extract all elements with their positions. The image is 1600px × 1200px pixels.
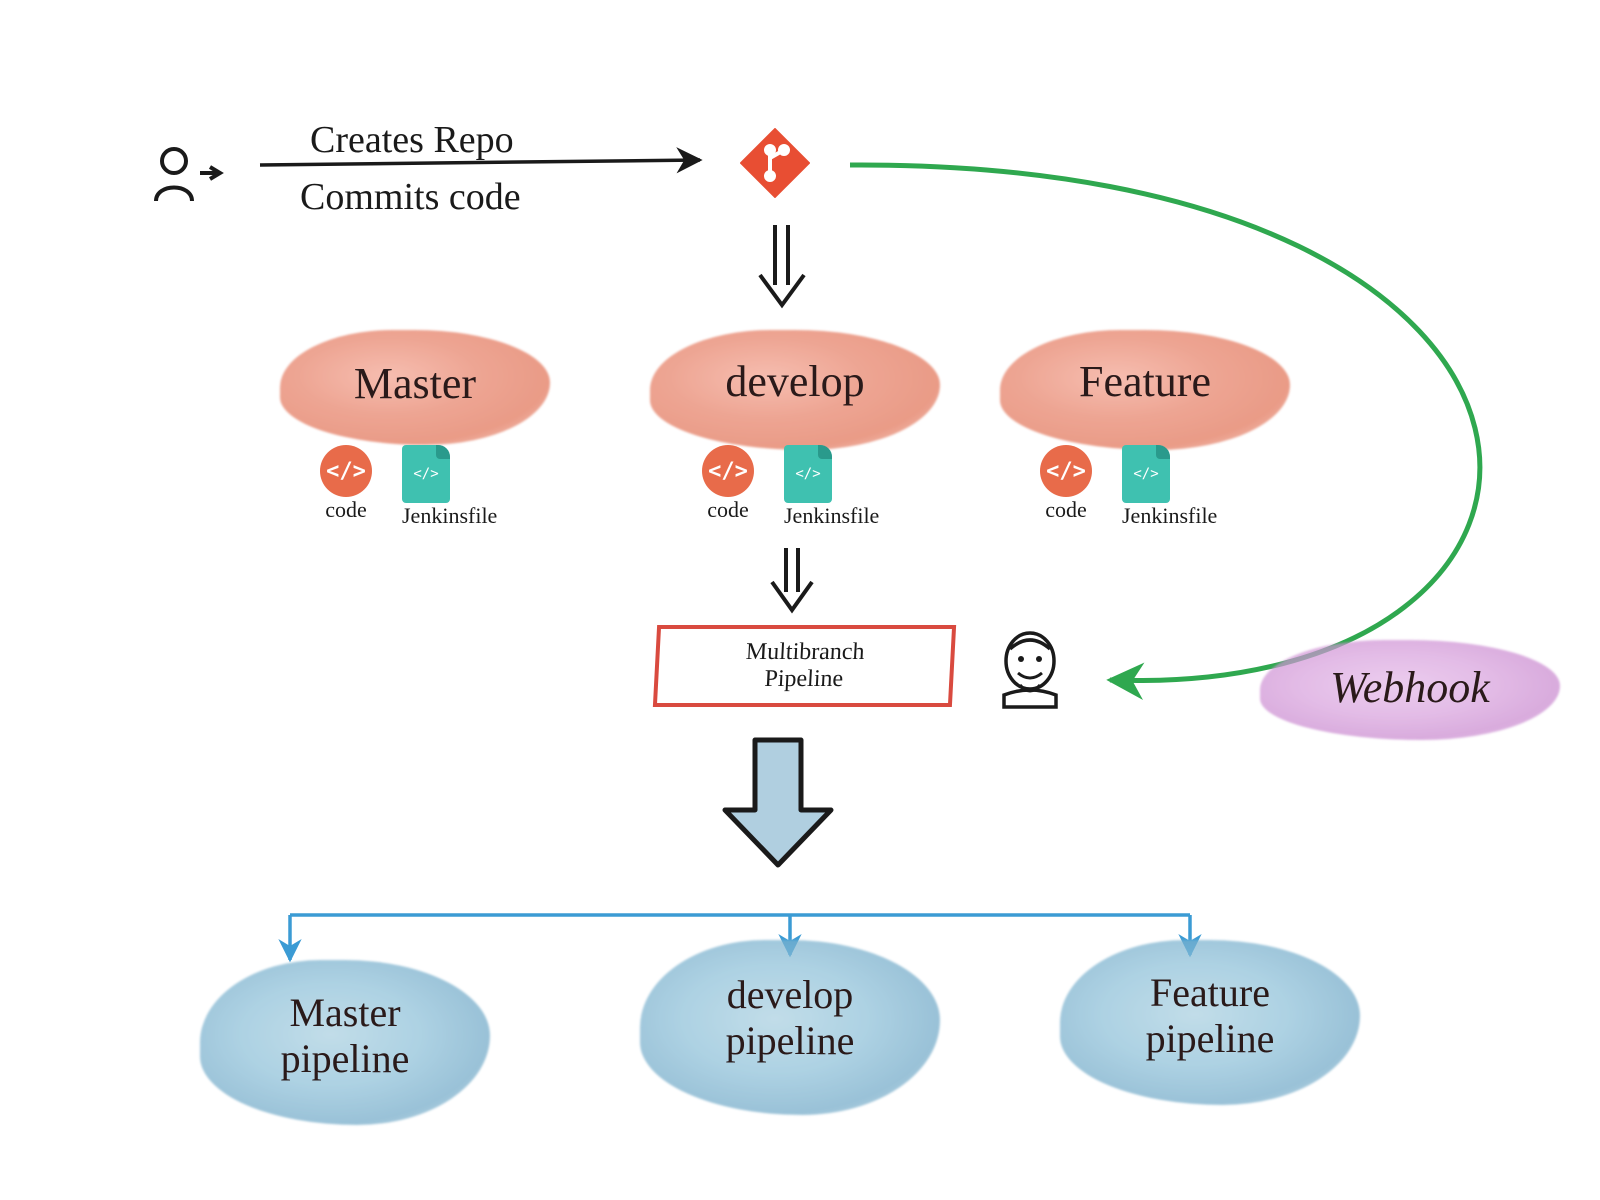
branch-cloud-develop: develop (650, 330, 940, 450)
jenkinsfile-icon: </> (784, 445, 832, 503)
big-arrow-down (725, 740, 831, 865)
branch-icons-master: </> code </> Jenkinsfile (320, 445, 497, 529)
code-icon: </> (702, 445, 754, 497)
edge-label-top: Creates Repo (310, 118, 514, 162)
branch-label-feature: Feature (1000, 356, 1290, 407)
pipeline-label-line1: Feature (1060, 970, 1360, 1016)
branch-cloud-master: Master (280, 330, 550, 445)
branch-icons-feature: </> code </> Jenkinsfile (1040, 445, 1217, 529)
branch-cloud-feature: Feature (1000, 330, 1290, 450)
box-label-line2: Pipeline (686, 666, 922, 693)
pipeline-cloud-feature: Feature pipeline (1060, 940, 1360, 1105)
pipeline-cloud-develop: develop pipeline (640, 940, 940, 1115)
code-label: code (1040, 497, 1092, 523)
webhook-label: Webhook (1260, 662, 1560, 713)
jenkinsfile-icon: </> (402, 445, 450, 503)
pipeline-label-line2: pipeline (1060, 1016, 1360, 1062)
jenkinsfile-label: Jenkinsfile (1122, 503, 1217, 529)
branch-icons-develop: </> code </> Jenkinsfile (702, 445, 879, 529)
jenkinsfile-label: Jenkinsfile (402, 503, 497, 529)
pipeline-cloud-master: Master pipeline (200, 960, 490, 1125)
multibranch-pipeline-box: Multibranch Pipeline (653, 625, 956, 707)
box-label-line1: Multibranch (687, 639, 923, 666)
user-icon (150, 145, 228, 212)
code-icon: </> (320, 445, 372, 497)
code-label: code (320, 497, 372, 523)
jenkinsfile-icon: </> (1122, 445, 1170, 503)
branch-label-master: Master (280, 358, 550, 409)
pipeline-label-line1: develop (640, 972, 940, 1018)
code-icon: </> (1040, 445, 1092, 497)
arrow-git-to-branches (760, 225, 804, 305)
webhook-cloud: Webhook (1260, 640, 1560, 740)
code-label: code (702, 497, 754, 523)
jenkinsfile-label: Jenkinsfile (784, 503, 879, 529)
pipeline-label-line1: Master (200, 990, 490, 1036)
pipeline-label-line2: pipeline (200, 1036, 490, 1082)
edge-label-bottom: Commits code (300, 175, 521, 219)
git-icon (740, 128, 810, 203)
pipeline-label-line2: pipeline (640, 1018, 940, 1064)
arrow-develop-to-box (772, 548, 812, 610)
jenkins-icon (990, 625, 1070, 715)
branch-label-develop: develop (650, 356, 940, 407)
